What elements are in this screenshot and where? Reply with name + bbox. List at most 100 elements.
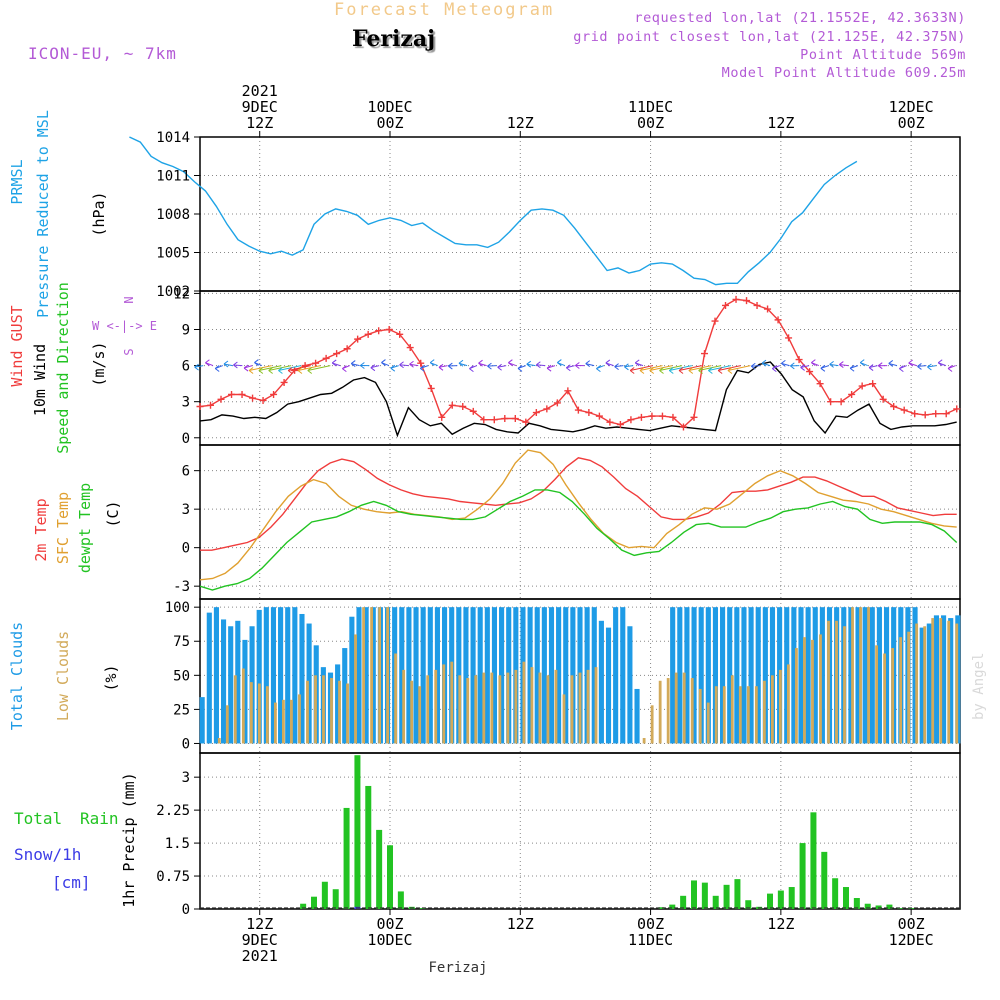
total-cloud-bar [306, 623, 312, 744]
wind-direction-arrow-head [233, 361, 238, 369]
low-cloud-bar [843, 626, 846, 744]
wind-direction-arrow-head [800, 364, 805, 371]
low-cloud-bar [522, 661, 526, 744]
wind-direction-arrow-head [639, 367, 645, 374]
wind-direction-arrow [630, 365, 653, 372]
total-cloud-bar [812, 607, 818, 744]
total-cloud-bar [420, 607, 426, 744]
y-tick-label: 75 [173, 634, 190, 650]
low-cloud-bar [875, 645, 878, 744]
grid-point-coords: grid point closest lon,lat (21.125E, 42.… [573, 29, 966, 45]
wind-direction-arrow-head [717, 367, 723, 374]
total-cloud-bar [784, 607, 790, 744]
total-cloud-bar [627, 626, 633, 744]
gust-marker [480, 416, 488, 424]
total-cloud-bar [370, 607, 376, 744]
wind-direction-arrow-head [811, 359, 816, 367]
gust-marker [312, 359, 320, 367]
total-cloud-bar [605, 627, 612, 744]
low-cloud-bar [442, 664, 446, 744]
wind-direction-arrow-head [947, 365, 953, 372]
wind-direction-arrow [614, 365, 624, 368]
total-cloud-bar [748, 607, 754, 744]
rain-bar [767, 893, 773, 909]
gust-marker [764, 305, 772, 313]
total-cloud-bar [206, 612, 212, 744]
wind-direction-arrow [497, 365, 507, 368]
wind-direction-arrow-head [243, 364, 249, 372]
low-cloud-bar [546, 675, 550, 744]
x-tick-label-top: 11DEC [628, 98, 673, 116]
low-cloud-bar [835, 620, 838, 744]
low-cloud-bar [698, 688, 702, 744]
wind-direction-arrow-head [868, 364, 874, 371]
rain-bar [712, 895, 719, 909]
rain-bar [343, 807, 350, 909]
wind-direction-arrow-head [409, 360, 414, 368]
wind-direction-arrow [698, 365, 722, 372]
low-cloud-bar [225, 705, 229, 744]
wind-direction-arrow [288, 365, 311, 372]
total-cloud-bar [883, 607, 890, 744]
x-tick-label-top: 10DEC [367, 98, 412, 116]
gust-marker [774, 316, 782, 324]
rain-bar [734, 879, 741, 909]
low-cloud-bar [257, 683, 261, 744]
y-tick-label: 50 [173, 668, 190, 684]
chart-super-title: Forecast Meteogram [334, 0, 555, 20]
gust-marker [333, 350, 341, 358]
low-cloud-bar [666, 678, 670, 744]
gust-marker [270, 390, 278, 398]
rain-bar [658, 907, 665, 909]
y-tick-label: -3 [173, 579, 190, 595]
low-cloud-bar [939, 618, 943, 744]
gust-marker [669, 413, 677, 421]
compass-south: S [122, 348, 136, 355]
rain-bar [788, 887, 795, 909]
rain-bar [691, 880, 697, 909]
low-cloud-bar [915, 623, 919, 744]
rain-bar [810, 812, 817, 909]
wind-direction-arrow [399, 364, 409, 367]
gust-marker [743, 297, 751, 305]
total-cloud-bar [228, 626, 234, 744]
low-cloud-bar [859, 607, 862, 744]
gust-marker [932, 410, 940, 418]
gust-marker [459, 403, 467, 410]
low-cloud-bar [762, 680, 766, 744]
rain-bar [321, 881, 328, 909]
y-tick-label: 0 [182, 541, 190, 557]
temp-unit-label: (C) [104, 500, 122, 527]
total-cloud-bar [819, 607, 825, 744]
low-cloud-bar [819, 634, 822, 744]
total-cloud-bar [912, 607, 918, 744]
gust-marker [417, 359, 425, 367]
y-tick-label: 0 [182, 431, 190, 447]
wind-direction-arrow [688, 365, 712, 372]
wind-direction-arrow-head [438, 363, 444, 371]
precip-rain-label: Rain [80, 809, 119, 828]
x-tick-label-top: 00Z [376, 114, 403, 132]
low-cloud-bar [795, 648, 798, 744]
low-cloud-bar [249, 682, 253, 744]
gust-marker [869, 380, 877, 388]
gust-marker [469, 407, 477, 415]
wind-direction-arrow [566, 365, 575, 369]
total-cloud-bar [727, 607, 733, 744]
total-cloud-bar [292, 607, 298, 744]
rain-bar [701, 882, 708, 909]
total-cloud-bar [855, 607, 861, 744]
total-cloud-bar [869, 607, 875, 744]
pressure-label-short: PRMSL [8, 159, 26, 204]
wind-direction-arrow-head [420, 365, 425, 372]
rain-bar [365, 785, 372, 909]
low-cloud-bar [899, 637, 903, 744]
compass-north: N [122, 296, 136, 303]
x-tick-label-top: 12DEC [889, 98, 934, 116]
gust-marker [532, 409, 540, 417]
low-cloud-bar [642, 738, 646, 744]
wind-direction-arrow [258, 365, 282, 372]
gust-marker [595, 412, 603, 420]
x-tick-label-bottom: 00Z [376, 915, 403, 933]
gust-marker [795, 356, 803, 364]
